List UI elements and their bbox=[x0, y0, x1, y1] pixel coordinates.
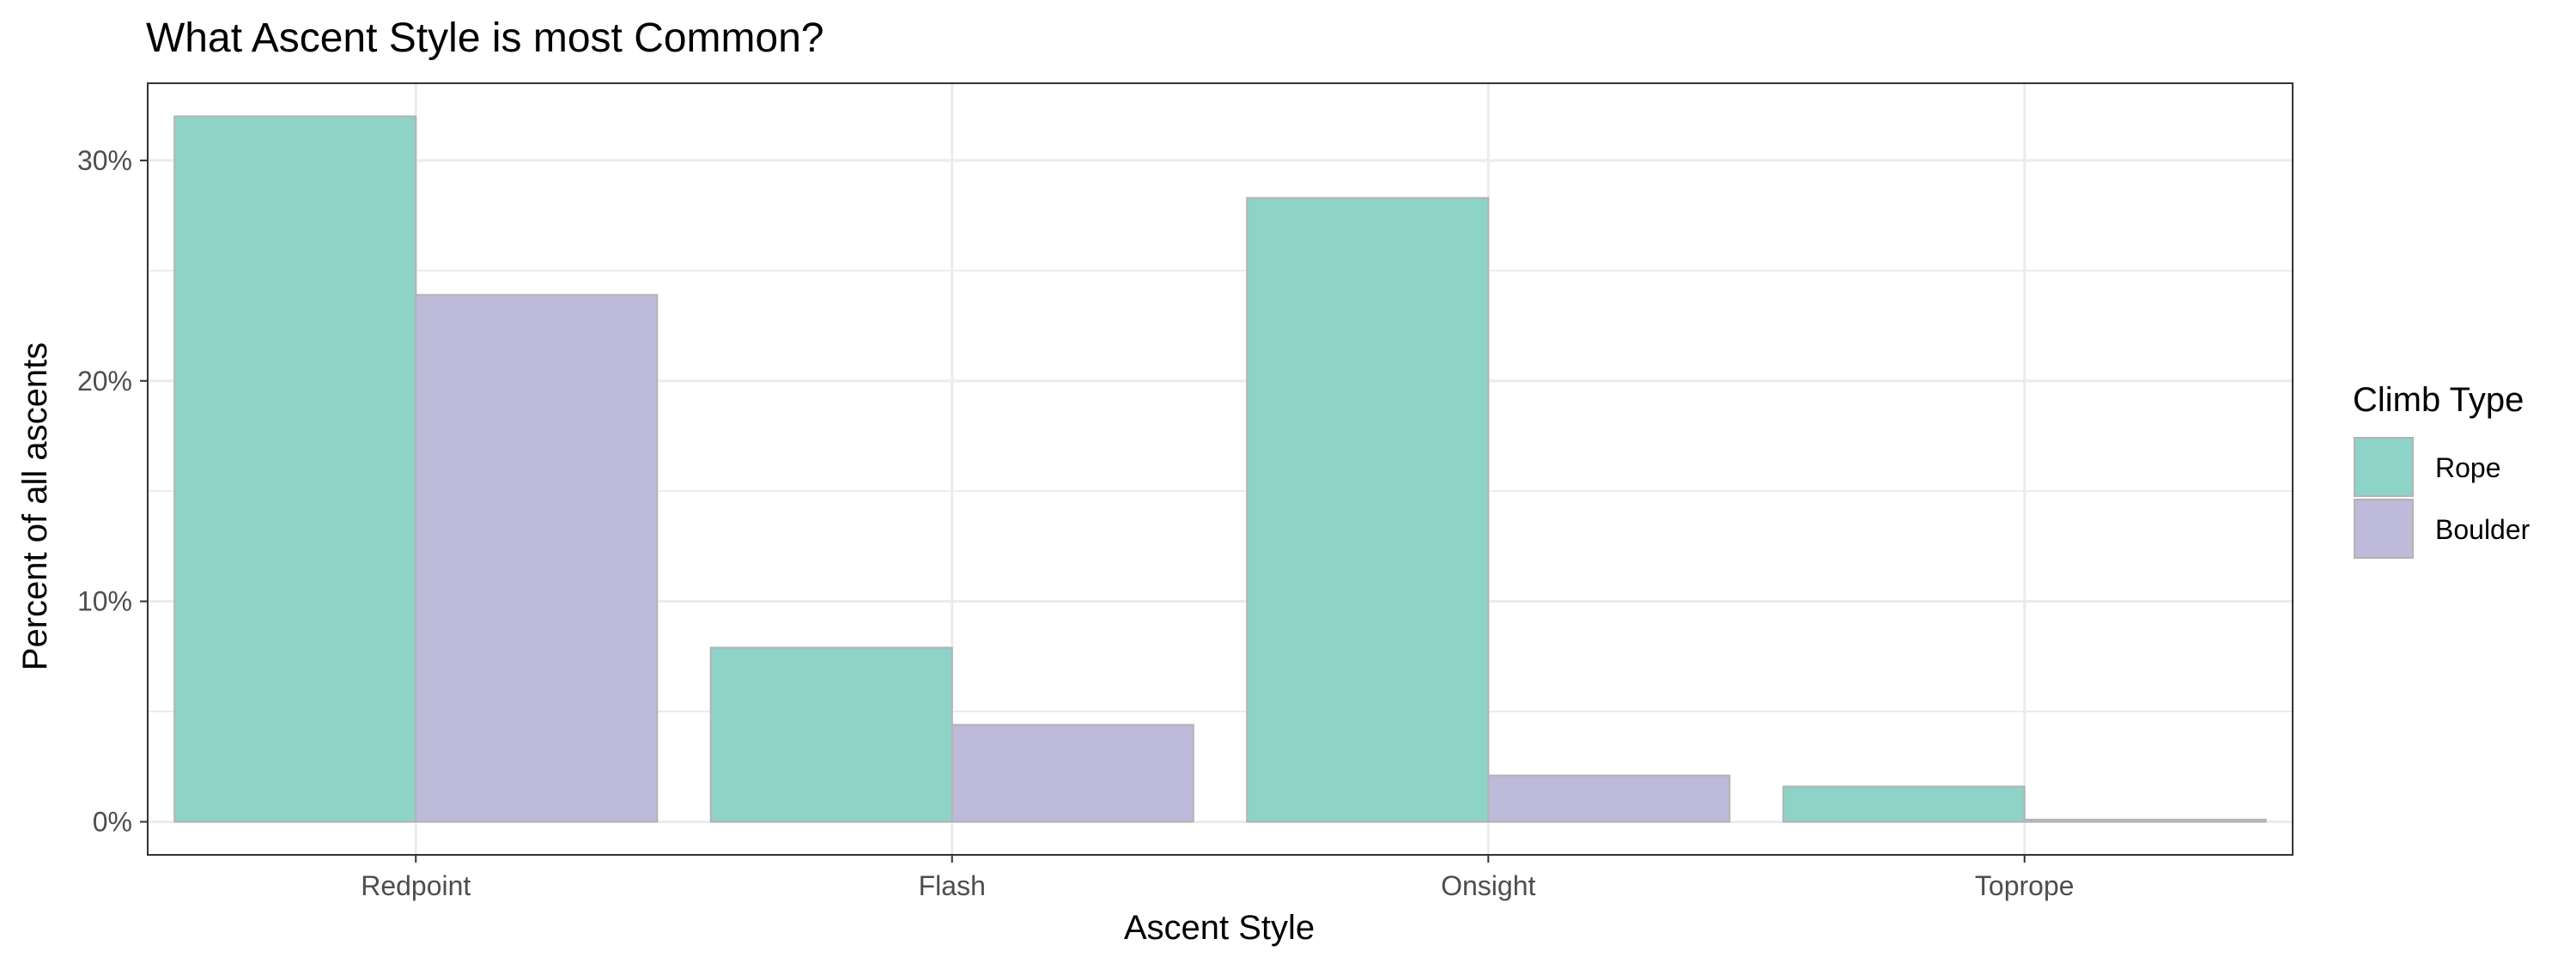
y-axis: 0% 10% 20% 30% bbox=[77, 145, 148, 837]
bar-rope-onsight bbox=[1246, 197, 1490, 823]
y-axis-title: Percent of all ascents bbox=[16, 342, 54, 670]
chart-title: What Ascent Style is most Common? bbox=[146, 15, 824, 61]
bar-rope-flash bbox=[709, 646, 953, 823]
x-tick-label: Toprope bbox=[1975, 870, 2075, 901]
x-tick-label: Onsight bbox=[1441, 870, 1535, 901]
y-tick-label: 30% bbox=[77, 145, 132, 176]
y-tick-label: 20% bbox=[77, 366, 132, 397]
legend: Climb Type Rope Boulder bbox=[2353, 381, 2530, 559]
y-tick-label: 10% bbox=[77, 586, 132, 617]
bar-boulder-flash bbox=[951, 724, 1194, 823]
y-tick-label: 0% bbox=[93, 806, 132, 837]
bars bbox=[173, 115, 2267, 823]
bar-boulder-toprope bbox=[2023, 818, 2267, 823]
x-axis-title: Ascent Style bbox=[1124, 909, 1315, 947]
x-axis: Redpoint Flash Onsight Toprope bbox=[361, 855, 2075, 901]
legend-key-rope bbox=[2354, 437, 2414, 497]
legend-label-boulder: Boulder bbox=[2435, 514, 2530, 545]
bar-boulder-onsight bbox=[1487, 774, 1731, 823]
panel-border bbox=[147, 82, 2293, 856]
legend-label-rope: Rope bbox=[2435, 452, 2501, 483]
bar-rope-redpoint bbox=[173, 115, 417, 823]
x-tick-label: Flash bbox=[919, 870, 986, 901]
x-tick-label: Redpoint bbox=[361, 870, 471, 901]
bar-boulder-redpoint bbox=[415, 294, 659, 823]
legend-key-boulder bbox=[2354, 499, 2414, 559]
legend-title: Climb Type bbox=[2353, 381, 2524, 419]
bar-rope-toprope bbox=[1782, 785, 2026, 823]
